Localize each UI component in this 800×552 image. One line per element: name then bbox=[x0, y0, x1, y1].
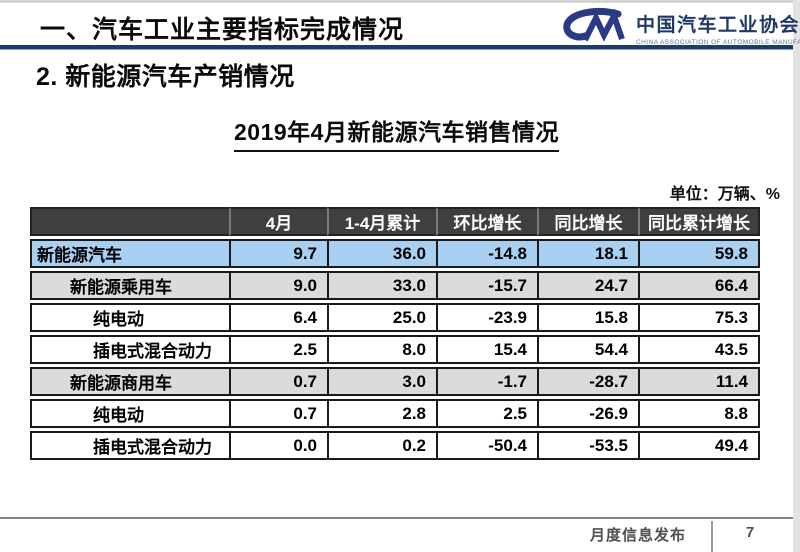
table-body: 新能源汽车 9.7 36.0 -14.8 18.1 59.8 新能源乘用车 9.0 33.0 -1… bbox=[30, 239, 760, 460]
cell-value: -28.7 bbox=[537, 367, 638, 396]
cell-value: 8.0 bbox=[327, 335, 436, 364]
table-row-0: 新能源汽车 9.7 36.0 -14.8 18.1 59.8 bbox=[30, 239, 760, 268]
cell-value: -26.9 bbox=[537, 399, 638, 428]
cell-value: 24.7 bbox=[537, 271, 638, 300]
cell-value: -14.8 bbox=[436, 239, 537, 268]
column-header-4: 同比增长 bbox=[537, 207, 638, 236]
table-title: 2019年4月新能源汽车销售情况 bbox=[234, 113, 559, 152]
cell-value: 15.4 bbox=[436, 335, 537, 364]
cell-value: 75.3 bbox=[638, 303, 760, 332]
cell-value: 2.5 bbox=[229, 335, 327, 364]
cell-value: 9.0 bbox=[229, 271, 327, 300]
column-header-2: 1-4月累计 bbox=[327, 207, 436, 236]
cell-value: 33.0 bbox=[327, 271, 436, 300]
cell-value: -50.4 bbox=[436, 431, 537, 460]
table-row-3: 插电式混合动力 2.5 8.0 15.4 54.4 43.5 bbox=[30, 335, 760, 364]
column-header-1: 4月 bbox=[229, 207, 327, 236]
row-label: 插电式混合动力 bbox=[30, 335, 229, 364]
table-title-wrap: 2019年4月新能源汽车销售情况 bbox=[0, 113, 793, 152]
cell-value: 25.0 bbox=[327, 303, 436, 332]
cell-value: 2.8 bbox=[327, 399, 436, 428]
cell-value: 6.4 bbox=[229, 303, 327, 332]
unit-note: 单位：万辆、% bbox=[669, 186, 780, 203]
caam-logo-text: 中国汽车工业协会 CHINA ASSOCIATION OF AUTOMOBILE… bbox=[636, 7, 800, 46]
cell-value: 36.0 bbox=[327, 239, 436, 268]
cell-value: 0.7 bbox=[229, 367, 327, 396]
cell-value: 2.5 bbox=[436, 399, 537, 428]
cell-value: 8.8 bbox=[638, 399, 760, 428]
column-header-0 bbox=[30, 207, 229, 236]
cell-value: 54.4 bbox=[537, 335, 638, 364]
table-header-row: 4月 1-4月累计 环比增长 同比增长 同比累计增长 bbox=[30, 207, 760, 236]
row-label: 插电式混合动力 bbox=[30, 431, 229, 460]
footer-label: 月度信息发布 bbox=[589, 527, 686, 544]
cell-value: 0.0 bbox=[229, 431, 327, 460]
footer-page-number: 7 bbox=[745, 524, 755, 541]
cell-value: 11.4 bbox=[638, 367, 760, 396]
nev-sales-table: 4月 1-4月累计 环比增长 同比增长 同比累计增长 新能源汽车 9.7 36.0 -14.8… bbox=[30, 204, 760, 463]
row-label: 新能源乘用车 bbox=[30, 271, 229, 300]
column-header-5: 同比累计增长 bbox=[638, 207, 760, 236]
cell-value: -15.7 bbox=[436, 271, 537, 300]
slide-right-edge bbox=[793, 0, 800, 552]
footer-line bbox=[0, 517, 793, 519]
table-row-1: 新能源乘用车 9.0 33.0 -15.7 24.7 66.4 bbox=[30, 271, 760, 300]
caam-org-name-en: CHINA ASSOCIATION OF AUTOMOBILE MANUFACT… bbox=[636, 39, 800, 46]
column-header-3: 环比增长 bbox=[436, 207, 537, 236]
table-header: 4月 1-4月累计 环比增长 同比增长 同比累计增长 bbox=[30, 207, 760, 236]
caam-cm-monogram-icon bbox=[563, 8, 625, 42]
header-accent-line bbox=[0, 45, 793, 50]
cell-value: 15.8 bbox=[537, 303, 638, 332]
caam-org-name-cn: 中国汽车工业协会 bbox=[636, 15, 800, 36]
footer-divider bbox=[711, 521, 713, 552]
cell-value: 3.0 bbox=[327, 367, 436, 396]
cell-value: 9.7 bbox=[229, 239, 327, 268]
table-row-4: 新能源商用车 0.7 3.0 -1.7 -28.7 11.4 bbox=[30, 367, 760, 396]
slide-header-title: 一、汽车工业主要指标完成情况 bbox=[40, 16, 405, 44]
table-row-2: 纯电动 6.4 25.0 -23.9 15.8 75.3 bbox=[30, 303, 760, 332]
cell-value: -53.5 bbox=[537, 431, 638, 460]
cell-value: 49.4 bbox=[638, 431, 760, 460]
cell-value: 59.8 bbox=[638, 239, 760, 268]
cell-value: -1.7 bbox=[436, 367, 537, 396]
row-label: 新能源汽车 bbox=[30, 239, 229, 268]
cell-value: 66.4 bbox=[638, 271, 760, 300]
cell-value: 0.2 bbox=[327, 431, 436, 460]
row-label: 纯电动 bbox=[30, 399, 229, 428]
cell-value: 18.1 bbox=[537, 239, 638, 268]
cell-value: -23.9 bbox=[436, 303, 537, 332]
row-label: 纯电动 bbox=[30, 303, 229, 332]
section-title: 2. 新能源汽车产销情况 bbox=[36, 63, 295, 91]
row-label: 新能源商用车 bbox=[30, 367, 229, 396]
slide-top-edge bbox=[0, 0, 793, 3]
table-row-5: 纯电动 0.7 2.8 2.5 -26.9 8.8 bbox=[30, 399, 760, 428]
caam-logo: 中国汽车工业协会 CHINA ASSOCIATION OF AUTOMOBILE… bbox=[558, 7, 800, 46]
cell-value: 43.5 bbox=[638, 335, 760, 364]
cell-value: 0.7 bbox=[229, 399, 327, 428]
table-row-6: 插电式混合动力 0.0 0.2 -50.4 -53.5 49.4 bbox=[30, 431, 760, 460]
